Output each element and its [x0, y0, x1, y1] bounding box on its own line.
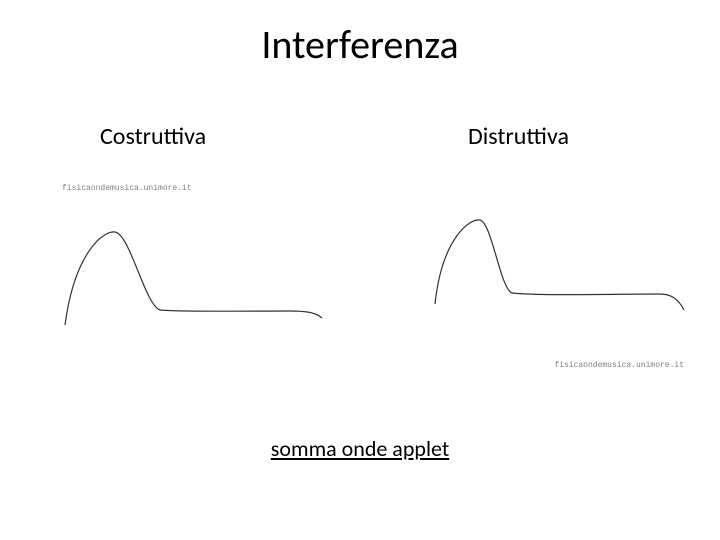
figure-destructive: fisicaondemusica.unimore.it	[400, 208, 700, 368]
figure-constructive: fisicaondemusica.unimore.it	[50, 190, 350, 350]
slide-root: Interferenza Costruttiva Distruttiva fis…	[0, 0, 720, 540]
wave-plot-destructive	[400, 208, 700, 368]
applet-link-container: somma onde applet	[0, 435, 720, 462]
column-label-destructive: Distruttiva	[468, 122, 569, 151]
page-title: Interferenza	[0, 20, 720, 69]
watermark-right: fisicaondemusica.unimore.it	[554, 361, 684, 370]
wave-curve-constructive	[65, 232, 322, 325]
applet-link[interactable]: somma onde applet	[271, 435, 449, 462]
wave-plot-constructive	[50, 190, 350, 350]
wave-curve-destructive	[435, 220, 684, 310]
watermark-left: fisicaondemusica.unimore.it	[62, 184, 192, 193]
column-label-constructive: Costruttiva	[100, 122, 206, 151]
